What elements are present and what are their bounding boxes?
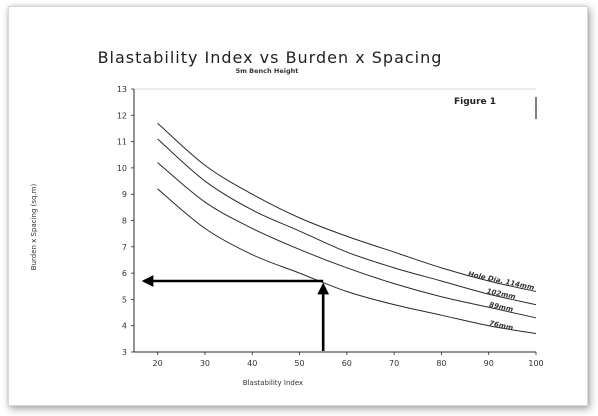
series-label-1: 102mm xyxy=(486,287,516,301)
figure-card: Blastability Index vs Burden x Spacing 5… xyxy=(8,6,588,406)
chart-subtitle: 5m Bench Height xyxy=(236,67,299,75)
x-tick-label: 70 xyxy=(389,359,399,368)
y-tick-label: 11 xyxy=(117,138,127,147)
x-tick-label: 80 xyxy=(436,359,446,368)
y-tick-label: 8 xyxy=(122,217,127,226)
x-axis-label: Blastability Index xyxy=(243,379,303,387)
y-tick-label: 6 xyxy=(122,269,127,278)
y-tick-label: 13 xyxy=(117,85,127,94)
series-line-0 xyxy=(157,122,537,292)
x-tick-label: 60 xyxy=(342,359,352,368)
series-label-3: 76mm xyxy=(488,319,513,332)
y-tick-label: 12 xyxy=(117,111,127,120)
y-tick-label: 3 xyxy=(122,348,127,357)
series-label-2: 89mm xyxy=(488,301,513,314)
y-tick-label: 5 xyxy=(122,295,127,304)
y-tick-label: 7 xyxy=(122,243,127,252)
y-tick-label: 4 xyxy=(122,322,127,331)
y-axis-label: Burden x Spacing (sq.m) xyxy=(30,184,38,271)
figure-annotation: Figure 1 xyxy=(454,97,496,107)
series-line-3 xyxy=(157,188,537,335)
x-tick-label: 20 xyxy=(153,359,163,368)
chart-title: Blastability Index vs Burden x Spacing xyxy=(98,48,443,67)
series-label-0: Hole Dia. 114mm xyxy=(467,270,535,292)
x-tick-label: 40 xyxy=(247,359,257,368)
x-tick-label: 90 xyxy=(484,359,494,368)
y-tick-label: 9 xyxy=(122,190,127,199)
x-tick-label: 100 xyxy=(528,359,543,368)
y-tick-label: 10 xyxy=(117,164,127,173)
plot-area: 20 30 40 50 60 70 80 90 100 3 4 5 6 7 8 9 10 11 12 13 Hole D… xyxy=(117,85,544,368)
series-line-2 xyxy=(157,162,537,319)
x-tick-label: 50 xyxy=(294,359,304,368)
chart-svg: Blastability Index vs Burden x Spacing 5… xyxy=(30,48,544,387)
x-tick-label: 30 xyxy=(200,359,210,368)
series-line-1 xyxy=(157,138,537,306)
